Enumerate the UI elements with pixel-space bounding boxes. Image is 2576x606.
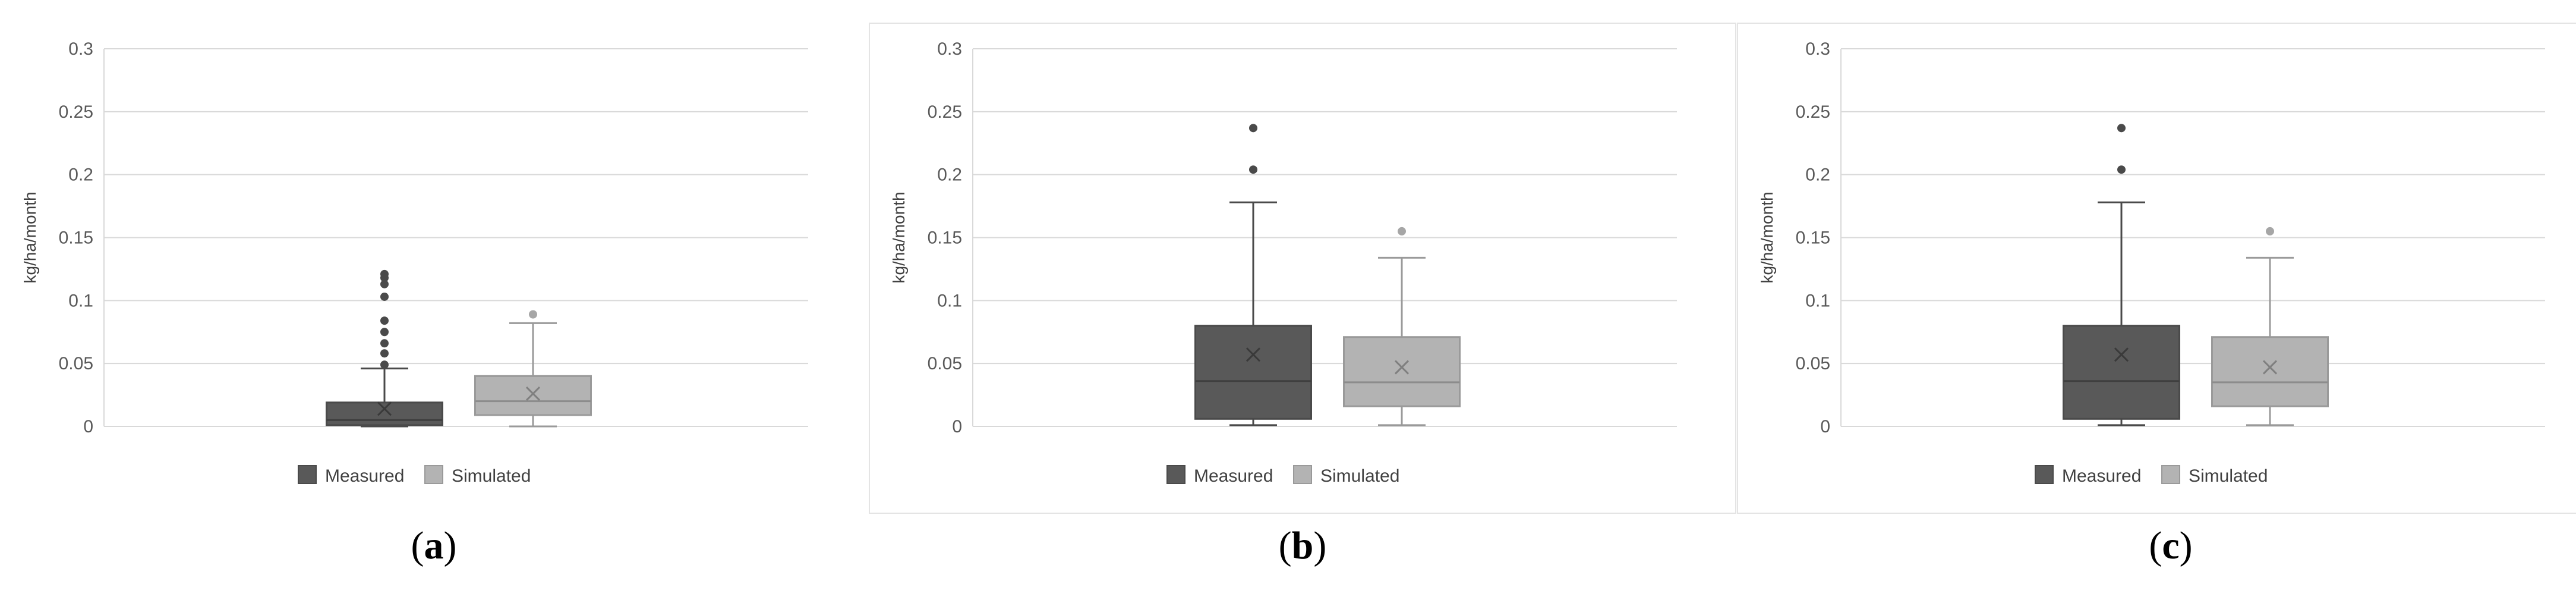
box-iqr [474, 375, 592, 416]
y-tick-label: 0.15 [1796, 228, 1830, 248]
chart-frame [1737, 23, 2576, 514]
chart-panel-c: 0 0.05 0.1 0.15 0.2 0.25 0.3 kg/ha/month Measure… [1737, 0, 2576, 606]
outlier-point [380, 360, 389, 369]
y-tick-label: 0.05 [1796, 354, 1830, 373]
panel-caption-a: (a) [411, 524, 457, 567]
y-tick-label: 0 [952, 417, 962, 437]
legend-label-simulated: Simulated [2189, 466, 2268, 486]
mean-marker [525, 386, 541, 401]
mean-marker [2114, 347, 2129, 362]
y-tick-label: 0 [83, 417, 93, 437]
legend-swatch [1166, 465, 1185, 484]
mean-marker [1394, 360, 1410, 375]
mean-marker [2262, 360, 2278, 375]
y-tick-label: 0.2 [1805, 165, 1830, 185]
y-tick-label: 0.05 [59, 354, 93, 373]
box-measured [326, 269, 443, 428]
legend-swatch [424, 465, 443, 484]
legend-label-simulated: Simulated [1320, 466, 1399, 486]
box-simulated [474, 310, 592, 428]
mean-marker [377, 401, 392, 416]
outlier-point [380, 269, 389, 278]
outlier-point [1398, 227, 1406, 236]
chart-frame [0, 23, 868, 514]
y-tick-label: 0.15 [59, 228, 93, 248]
box-iqr [326, 401, 443, 426]
panel-caption-c: (c) [2149, 524, 2193, 567]
panel-caption-b: (b) [1278, 524, 1327, 567]
box-measured [2063, 124, 2180, 426]
y-tick-label: 0.15 [928, 228, 962, 248]
outlier-point [2266, 227, 2274, 236]
mean-marker [1246, 347, 1261, 362]
legend-swatch [2161, 465, 2180, 484]
y-axis-title: kg/ha/month [21, 191, 39, 283]
y-tick-label: 0.3 [937, 39, 962, 59]
y-tick-label: 0 [1820, 417, 1830, 437]
outlier-point [529, 310, 537, 319]
chart-panel-a: 0 0.05 0.1 0.15 0.2 0.25 0.3 kg/ha/month Measure… [0, 0, 868, 606]
y-tick-label: 0.2 [68, 165, 93, 185]
legend-label-simulated: Simulated [452, 466, 531, 486]
chart-frame [869, 23, 1736, 514]
box-iqr [1194, 325, 1312, 420]
y-tick-label: 0.3 [68, 39, 93, 59]
legend-swatch [2035, 465, 2054, 484]
legend-swatch [298, 465, 317, 484]
box-simulated [2211, 227, 2329, 426]
outlier-point [380, 349, 389, 358]
box-plot-chart: 0 0.05 0.1 0.15 0.2 0.25 0.3 kg/ha/month Measure… [21, 39, 808, 486]
y-tick-label: 0.05 [928, 354, 962, 373]
chart-panel-b: 0 0.05 0.1 0.15 0.2 0.25 0.3 kg/ha/month Measure… [869, 0, 1736, 606]
box-iqr [2211, 336, 2329, 407]
y-tick-label: 0.2 [937, 165, 962, 185]
y-axis-title: kg/ha/month [890, 191, 908, 283]
y-tick-label: 0.25 [59, 102, 93, 122]
y-axis-title: kg/ha/month [1758, 191, 1776, 283]
box-iqr [1343, 336, 1461, 407]
y-tick-label: 0.3 [1805, 39, 1830, 59]
outlier-point [380, 316, 389, 325]
outlier-point [380, 292, 389, 301]
outlier-point [380, 339, 389, 348]
outlier-point [380, 280, 389, 288]
outlier-point [1249, 124, 1257, 133]
y-tick-label: 0.25 [1796, 102, 1830, 122]
legend-label-measured: Measured [1194, 466, 1273, 486]
y-tick-label: 0.1 [68, 291, 93, 310]
y-tick-label: 0.1 [937, 291, 962, 310]
legend-label-measured: Measured [325, 466, 404, 486]
y-tick-label: 0.1 [1805, 291, 1830, 310]
box-plot-chart: 0 0.05 0.1 0.15 0.2 0.25 0.3 kg/ha/month Measure… [890, 39, 1677, 486]
box-iqr [2063, 325, 2180, 420]
legend-swatch [1293, 465, 1312, 484]
legend-label-measured: Measured [2062, 466, 2141, 486]
box-plot-chart: 0 0.05 0.1 0.15 0.2 0.25 0.3 kg/ha/month Measure… [1758, 39, 2545, 486]
outlier-point [2117, 165, 2126, 174]
outlier-point [1249, 165, 1257, 174]
outlier-point [2117, 124, 2126, 133]
box-simulated [1343, 227, 1461, 426]
y-tick-label: 0.25 [928, 102, 962, 122]
outlier-point [380, 328, 389, 337]
box-measured [1194, 124, 1312, 426]
